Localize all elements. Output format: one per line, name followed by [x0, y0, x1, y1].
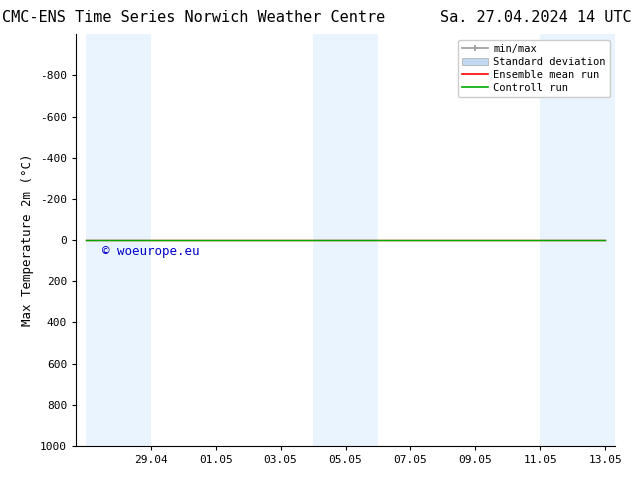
Y-axis label: Max Temperature 2m (°C): Max Temperature 2m (°C): [22, 154, 34, 326]
Text: CMC-ENS Time Series Norwich Weather Centre      Sa. 27.04.2024 14 UTC: CMC-ENS Time Series Norwich Weather Cent…: [2, 10, 632, 25]
Bar: [540, 34, 621, 446]
Bar: [86, 34, 151, 446]
Bar: [313, 34, 378, 446]
Text: © woeurope.eu: © woeurope.eu: [102, 245, 200, 258]
Legend: min/max, Standard deviation, Ensemble mean run, Controll run: min/max, Standard deviation, Ensemble me…: [458, 40, 610, 97]
